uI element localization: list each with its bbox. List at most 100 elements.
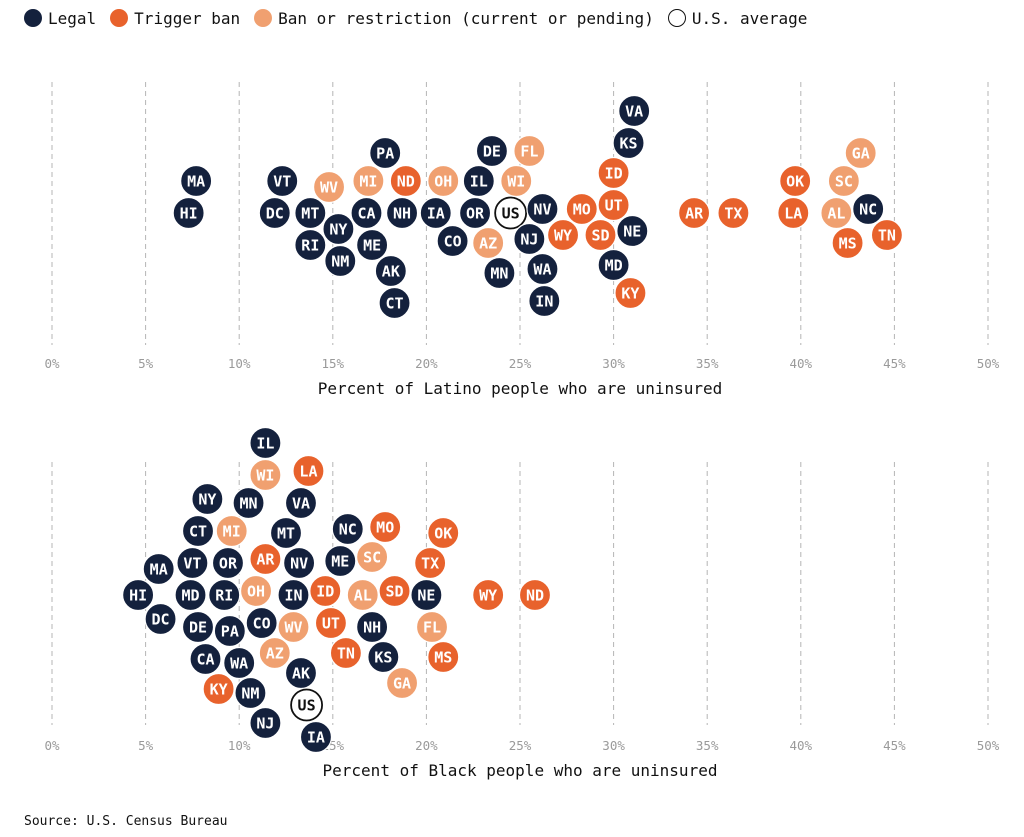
dot-label: VT	[273, 172, 291, 190]
dot-marker	[299, 720, 333, 754]
dot-label: GA	[393, 674, 411, 692]
state-dot-in: IN	[528, 284, 561, 318]
dot-label: NM	[241, 684, 259, 702]
dot-marker	[427, 640, 460, 674]
state-dot-co: CO	[436, 224, 469, 258]
dot-label: PA	[376, 144, 394, 162]
state-dot-tx: TX	[717, 196, 750, 230]
dot-marker	[831, 226, 864, 260]
legend-label-ban-restriction: Ban or restriction (current or pending)	[278, 8, 654, 28]
x-tick-label: 15%	[322, 356, 345, 371]
state-dot-mn: MN	[232, 486, 265, 520]
dot-label: MD	[605, 256, 623, 274]
dot-marker	[546, 218, 580, 252]
state-dot-tx: TX	[414, 546, 447, 580]
x-tick-label: 10%	[228, 356, 251, 371]
dot-marker	[597, 156, 630, 190]
dot-marker	[352, 164, 385, 198]
state-dot-sd: SD	[378, 574, 411, 608]
dot-marker	[239, 574, 273, 608]
dot-label: MI	[359, 172, 377, 190]
dot-marker	[472, 226, 505, 260]
state-dot-ok: OK	[427, 516, 460, 550]
state-dot-hi: HI	[122, 578, 155, 612]
state-dot-us: US	[290, 688, 323, 722]
black-uninsured-panel: 0% 5% 10% 15% 20% 25% 30% 35% 40% 45% 50%Percent o…	[44, 426, 1000, 780]
x-tick-label: 0%	[44, 356, 60, 371]
dot-label: NM	[331, 252, 349, 270]
dot-marker	[249, 426, 282, 460]
dot-marker	[419, 196, 452, 230]
dot-label: CT	[189, 522, 207, 540]
state-dot-pa: PA	[369, 136, 402, 170]
dot-marker	[494, 196, 528, 230]
dot-marker	[258, 636, 291, 670]
dot-label: SC	[835, 172, 853, 190]
dot-label: WI	[507, 172, 525, 190]
dot-label: NY	[329, 220, 347, 238]
x-tick-label: 10%	[228, 738, 251, 753]
dot-marker	[513, 134, 546, 168]
dot-label: AL	[354, 586, 372, 604]
dot-marker	[584, 218, 617, 252]
dot-marker	[346, 578, 379, 612]
dot-marker	[322, 212, 355, 246]
state-dot-ga: GA	[385, 666, 419, 700]
state-dot-az: AZ	[472, 226, 505, 260]
state-dot-la: LA	[777, 196, 810, 230]
dot-label: CO	[444, 232, 462, 250]
dot-label: ID	[605, 164, 623, 182]
legend-label-trigger-ban: Trigger ban	[134, 8, 241, 28]
dot-label: TX	[724, 204, 742, 222]
dot-label: WA	[230, 654, 248, 672]
state-dot-in: IN	[277, 578, 310, 612]
dot-label: AR	[256, 550, 275, 568]
dot-marker	[436, 224, 469, 258]
state-dot-mn: MN	[483, 256, 516, 290]
legend-swatch-legal	[24, 9, 42, 27]
dot-label: MA	[150, 560, 168, 578]
state-dot-wa: WA	[223, 646, 256, 680]
dot-marker	[266, 164, 299, 198]
dot-marker	[258, 196, 291, 230]
state-dot-ny: NY	[191, 482, 224, 516]
dot-label: OR	[219, 554, 238, 572]
dot-marker	[374, 254, 407, 288]
x-tick-label: 20%	[415, 356, 438, 371]
dot-marker	[312, 170, 346, 204]
dot-marker	[249, 542, 282, 576]
dot-marker	[458, 196, 492, 230]
x-tick-label: 45%	[883, 738, 906, 753]
dot-label: MN	[240, 494, 258, 512]
legend-item-legal: Legal	[24, 9, 96, 28]
dot-marker	[350, 196, 383, 230]
dot-marker	[779, 164, 812, 198]
dot-label: WY	[479, 586, 497, 604]
dot-label: NH	[363, 618, 381, 636]
dot-label: ME	[363, 236, 381, 254]
source-note: Source: U.S. Census Bureau	[24, 814, 228, 829]
state-dot-ms: MS	[427, 640, 460, 674]
dot-label: AR	[685, 204, 704, 222]
dot-marker	[475, 134, 509, 168]
state-dot-nc: NC	[331, 512, 364, 546]
dot-label: MT	[277, 524, 295, 542]
state-dot-ks: KS	[367, 640, 400, 674]
state-dot-dc: DC	[258, 196, 291, 230]
state-dot-wv: WV	[312, 170, 346, 204]
state-dot-wy: WY	[472, 578, 505, 612]
dot-marker	[202, 672, 235, 706]
dot-label: WV	[284, 618, 302, 636]
dot-label: WI	[256, 466, 274, 484]
legend-item-ban-restriction: Ban or restriction (current or pending)	[254, 9, 654, 28]
dot-label: AZ	[479, 234, 497, 252]
state-dot-nv: NV	[283, 546, 316, 580]
state-dot-ak: AK	[374, 254, 407, 288]
dot-marker	[211, 546, 245, 580]
dot-label: SD	[386, 582, 404, 600]
dot-marker	[462, 164, 495, 198]
state-dot-ms: MS	[831, 226, 864, 260]
dot-marker	[122, 578, 155, 612]
dot-marker	[389, 164, 422, 198]
dot-label: AK	[382, 262, 400, 280]
